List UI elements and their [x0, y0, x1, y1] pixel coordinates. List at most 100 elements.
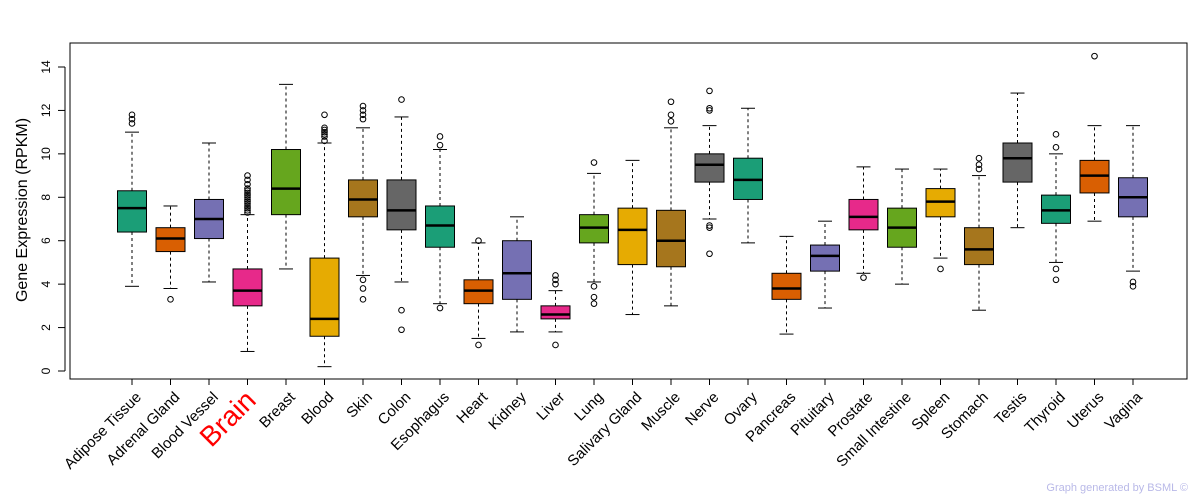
outlier-point [667, 117, 675, 125]
outlier-point [436, 304, 444, 312]
outlier-point [398, 306, 405, 314]
iqr-box [694, 153, 725, 183]
box-muscle [656, 98, 686, 307]
box-pancreas [771, 235, 802, 335]
x-tick-label: Liver [533, 389, 568, 424]
iqr-box [309, 257, 340, 337]
credit-text: Graph generated by BSML © [1046, 482, 1188, 494]
x-tick-label: Nerve [682, 389, 722, 429]
iqr-box [271, 149, 301, 216]
box-colon [386, 96, 417, 334]
box-thyroid [1041, 131, 1071, 284]
plot-frame [69, 42, 1188, 380]
outlier-point [244, 180, 251, 188]
iqr-box [656, 209, 686, 268]
outlier-point [244, 185, 251, 192]
outlier-point [706, 87, 713, 95]
iqr-box [502, 240, 532, 300]
outlier-point [1129, 278, 1137, 286]
outlier-point [706, 224, 713, 231]
outlier-point [590, 293, 598, 301]
iqr-box [617, 207, 648, 266]
outlier-point [436, 141, 444, 149]
outlier-point [244, 204, 251, 212]
outlier-point [321, 111, 328, 119]
iqr-box [540, 305, 571, 320]
outlier-point [706, 222, 713, 229]
y-tick-label: 2 [39, 324, 53, 331]
box-ovary [733, 107, 763, 244]
outlier-point [244, 198, 251, 205]
outlier-point [244, 202, 251, 210]
outlier-point [359, 285, 367, 292]
iqr-box [964, 227, 994, 266]
outlier-point [1052, 276, 1060, 284]
iqr-box [1002, 142, 1033, 183]
outlier-point [436, 133, 444, 140]
outlier-point [321, 124, 328, 132]
outlier-point [552, 272, 559, 279]
boxplot-series [117, 52, 1148, 368]
outlier-point [667, 111, 675, 119]
y-tick-label: 4 [39, 280, 53, 287]
box-vagina [1118, 125, 1148, 290]
outlier-point [590, 300, 598, 307]
outlier-point [244, 200, 251, 208]
outlier-point [706, 250, 713, 258]
outlier-point [1129, 283, 1137, 290]
outlier-point [244, 209, 251, 216]
box-small-intestine [887, 168, 917, 285]
outlier-point [321, 131, 328, 138]
iqr-box [117, 190, 147, 233]
box-kidney [502, 216, 532, 333]
outlier-point [359, 115, 367, 123]
outlier-point [398, 96, 405, 103]
x-tick-label: Kidney [485, 388, 530, 433]
x-tick-label: Uterus [1064, 389, 1107, 432]
outlier-point [359, 102, 367, 110]
outlier-point [1052, 131, 1060, 138]
outlier-point [321, 128, 328, 136]
x-tick-label: Skin [343, 389, 376, 422]
outlier-point [359, 296, 367, 303]
outlier-point [244, 207, 251, 214]
y-tick-label: 8 [39, 194, 53, 201]
box-adrenal-gland [155, 205, 186, 303]
outlier-point [244, 189, 251, 197]
box-esophagus [425, 133, 455, 312]
outlier-point [975, 165, 983, 173]
box-salivary-gland [617, 159, 648, 316]
outlier-point [321, 137, 328, 145]
outlier-point [1091, 52, 1098, 60]
outlier-point [590, 159, 598, 166]
iqr-box [771, 272, 802, 300]
box-adipose-tissue [117, 111, 147, 287]
box-pituitary [810, 220, 840, 309]
outlier-point [321, 126, 328, 134]
outlier-point [244, 176, 251, 184]
outlier-point [975, 154, 983, 162]
outlier-point [475, 237, 482, 245]
outlier-point [128, 120, 136, 127]
iqr-box [810, 244, 840, 272]
outlier-point [860, 274, 867, 281]
outlier-point [475, 341, 482, 349]
outlier-point [244, 187, 251, 195]
y-tick-label: 0 [39, 367, 53, 374]
outlier-point [359, 111, 367, 119]
x-tick-label: Lung [571, 389, 607, 425]
outlier-point [244, 191, 251, 199]
outlier-point [706, 107, 713, 114]
box-breast [271, 83, 301, 270]
box-liver [540, 272, 571, 349]
x-tick-label: Breast [256, 388, 299, 431]
outlier-point [359, 276, 367, 284]
box-testis [1002, 92, 1033, 229]
outlier-point [244, 196, 251, 203]
outlier-point [128, 111, 136, 119]
outlier-point [706, 104, 713, 112]
x-tick-label: Thyroid [1021, 389, 1068, 436]
outlier-point [398, 326, 405, 334]
